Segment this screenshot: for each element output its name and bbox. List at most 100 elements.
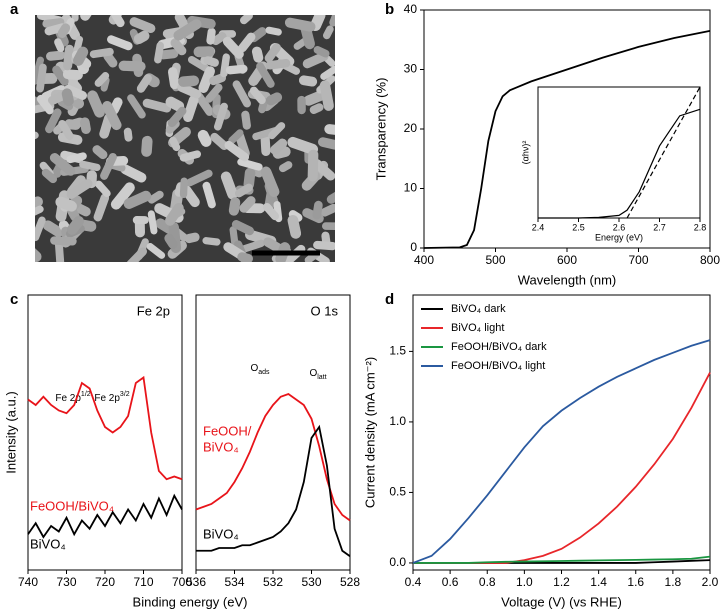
sem-grain	[265, 58, 291, 70]
series-label: FeOOH/BiVO₄	[30, 498, 114, 513]
series-line	[413, 372, 711, 564]
panel-label: b	[385, 1, 394, 18]
sem-grain	[241, 110, 251, 130]
series-line	[412, 339, 711, 564]
legend-label: BiVO₄ dark	[451, 303, 506, 315]
sem-grain	[44, 23, 67, 36]
sem-grain	[210, 132, 229, 151]
sem-grain	[260, 132, 271, 157]
sem-grain	[73, 46, 89, 66]
sem-grain	[265, 92, 283, 106]
x-tick-label: 730	[56, 575, 76, 589]
sem-grain	[287, 136, 319, 155]
sem-grain	[324, 124, 335, 135]
sem-grain	[249, 86, 266, 105]
sem-grain	[320, 65, 335, 80]
sem-grain	[158, 49, 179, 60]
y-tick-label: 40	[404, 2, 418, 16]
annotation-text: Fe 2p	[55, 393, 81, 404]
sem-grain	[35, 56, 44, 85]
panel-label: a	[10, 1, 19, 18]
sem-grain	[120, 164, 147, 183]
series-line	[538, 108, 701, 219]
sem-grain	[141, 135, 153, 157]
sem-grain	[326, 191, 335, 204]
sem-grain	[173, 19, 202, 41]
y-tick-label: 20	[404, 121, 418, 135]
sem-grain	[303, 90, 327, 106]
sem-grain	[63, 44, 74, 71]
x-tick-label: 0.4	[405, 575, 422, 589]
sem-grain	[181, 185, 200, 208]
sem-grain	[127, 94, 146, 119]
series-line	[27, 493, 183, 539]
x-tick-label: 1.6	[627, 575, 644, 589]
x-axis-label: Binding energy (eV)	[133, 594, 248, 609]
sem-grain	[186, 169, 213, 187]
x-tick-label: 800	[700, 253, 720, 267]
x-tick-label: 500	[485, 253, 505, 267]
sem-grain	[318, 137, 335, 150]
sem-grain	[239, 15, 253, 25]
sem-grain	[58, 119, 74, 140]
annotation: Olatt	[309, 368, 326, 381]
sem-grain	[147, 210, 158, 235]
y-axis-label: Transparency (%)	[373, 78, 388, 181]
sem-grain	[313, 240, 335, 251]
sem-grain	[228, 197, 241, 216]
sem-grain	[179, 150, 202, 162]
sem-grain	[220, 171, 238, 200]
sem-grain	[211, 32, 227, 46]
sem-grain	[35, 96, 43, 110]
sem-grain	[50, 236, 77, 246]
sem-grain	[213, 102, 228, 131]
x-tick-label: 600	[557, 253, 577, 267]
sem-grain	[284, 17, 316, 32]
y-tick-label: 1.5	[389, 344, 406, 358]
y-tick-label: 1.0	[389, 414, 406, 428]
sem-grain	[312, 159, 335, 181]
x-tick-label: 2.8	[694, 222, 707, 232]
sem-grain	[127, 247, 148, 262]
sem-grain	[36, 63, 47, 93]
sem-grain	[198, 66, 216, 93]
annotation-sup: 3/2	[120, 391, 130, 398]
sem-grain	[94, 72, 110, 87]
sem-grain	[187, 55, 210, 72]
sem-grain	[36, 94, 54, 115]
series-label: BiVO₄	[203, 526, 239, 541]
sem-grain	[232, 80, 251, 108]
annotation-sub: ads	[258, 369, 270, 376]
sem-grain	[67, 206, 80, 222]
sem-grain	[54, 239, 65, 262]
sem-grain	[45, 108, 62, 134]
sem-image	[35, 15, 335, 262]
y-axis-label: Intensity (a.u.)	[3, 391, 18, 473]
sem-grain	[154, 41, 165, 64]
sem-grain	[123, 190, 152, 210]
panel-title: Fe 2p	[137, 303, 170, 318]
sem-grain	[66, 215, 85, 235]
sem-grain	[177, 83, 202, 99]
sem-grain	[256, 62, 275, 88]
annotation-sup: 1/2	[81, 391, 91, 398]
sem-grain	[87, 90, 105, 118]
sem-grain	[238, 32, 256, 53]
sem-grain	[209, 73, 227, 86]
series-line	[626, 86, 701, 219]
sem-grain	[235, 131, 250, 158]
x-tick-label: 534	[224, 575, 244, 589]
sem-grain	[270, 138, 288, 155]
legend-label: BiVO₄ light	[451, 322, 504, 334]
sem-grain	[298, 75, 318, 87]
sem-grain	[272, 146, 291, 159]
sem-grain	[100, 76, 110, 92]
sem-grain	[118, 60, 146, 72]
annotation-text: Fe 2p	[94, 393, 120, 404]
sem-grain	[167, 106, 187, 128]
sem-grain	[164, 233, 178, 249]
sem-grain	[183, 94, 199, 123]
sem-grain	[66, 179, 93, 199]
sem-grains	[35, 15, 335, 262]
sem-grain	[265, 26, 282, 36]
